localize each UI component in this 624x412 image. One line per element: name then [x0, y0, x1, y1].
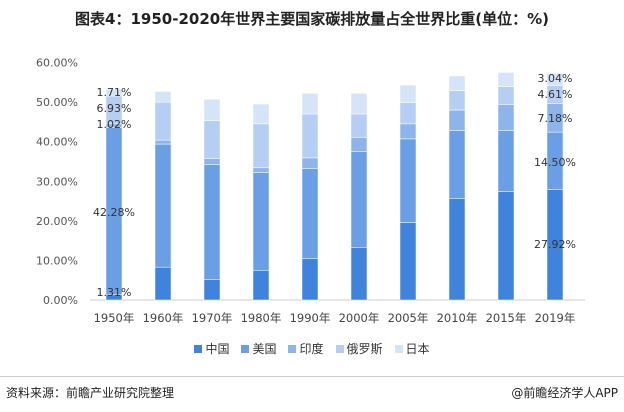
bar-俄罗斯 — [399, 102, 417, 125]
bar-美国 — [154, 143, 172, 268]
y-tick-label: 20.00% — [36, 215, 78, 228]
plot-area: 0.00% 10.00% 20.00% 30.00% 40.00% 50.00% 60.00… — [36, 57, 585, 325]
bar-印度 — [350, 137, 368, 152]
data-label: 1.31% — [97, 286, 132, 299]
data-label: 42.28% — [93, 206, 135, 219]
legend-item: 美国 — [241, 340, 276, 357]
bar-美国 — [252, 172, 270, 271]
data-label: 3.04% — [538, 72, 573, 85]
bar-中国 — [203, 279, 221, 301]
legend-label: 日本 — [405, 342, 430, 356]
bar-日本 — [546, 73, 564, 86]
y-tick-label: 40.00% — [36, 136, 78, 149]
legend-swatch — [394, 345, 403, 353]
bar-日本 — [154, 91, 172, 103]
bar-日本 — [301, 93, 319, 115]
bar-印度 — [497, 104, 515, 131]
legend-item: 印度 — [288, 340, 324, 357]
bar-中国 — [252, 270, 270, 301]
legend-swatch — [241, 345, 250, 353]
bar-印度 — [399, 123, 417, 140]
legend: 中国 美国 印度 俄罗斯 日本 — [0, 340, 624, 357]
legend-item: 中国 — [194, 340, 229, 357]
bar-日本 — [350, 93, 368, 115]
bar-日本 — [448, 75, 466, 91]
legend-swatch — [288, 345, 297, 353]
bar-印度 — [154, 139, 172, 145]
x-tick-label: 2015年 — [486, 311, 527, 325]
bar-美国 — [448, 130, 466, 199]
bar-俄罗斯 — [154, 101, 172, 141]
data-label: 1.02% — [97, 118, 132, 131]
bar-俄罗斯 — [497, 86, 515, 105]
bar-俄罗斯 — [203, 120, 221, 159]
legend-swatch — [335, 345, 344, 353]
x-tick-label: 1970年 — [192, 311, 233, 325]
legend-swatch — [194, 345, 203, 353]
x-tick-label: 2000年 — [339, 311, 380, 325]
y-tick-label: 10.00% — [36, 254, 78, 267]
chart-title: 图表4：1950-2020年世界主要国家碳排放量占全世界比重(单位：%) — [75, 10, 549, 28]
bar-中国 — [399, 222, 417, 301]
x-tick-label: 1950年 — [94, 311, 135, 325]
bar-印度 — [203, 158, 221, 165]
bar-日本 — [399, 84, 417, 103]
brand-label: @前瞻经济学人APP — [511, 386, 618, 400]
data-label: 1.71% — [97, 86, 132, 99]
source-note: 资料来源：前瞻产业研究院整理 — [6, 386, 175, 400]
footer-divider — [0, 376, 624, 377]
x-tick-label: 1990年 — [290, 311, 331, 325]
bar-美国 — [497, 130, 515, 192]
bar-中国 — [350, 247, 368, 301]
legend-label: 印度 — [299, 342, 324, 356]
data-label: 14.50% — [534, 156, 576, 169]
bar-中国 — [301, 258, 319, 301]
bar-日本 — [203, 99, 221, 121]
bar-俄罗斯 — [448, 90, 466, 111]
x-tick-label: 2005年 — [388, 311, 429, 325]
bar-日本 — [252, 103, 270, 125]
bar-日本 — [105, 88, 123, 97]
bar-中国 — [448, 198, 466, 301]
bar-中国 — [497, 191, 515, 301]
bar-印度 — [448, 109, 466, 131]
bar-美国 — [399, 138, 417, 223]
x-tick-label: 1960年 — [143, 311, 184, 325]
bar-印度 — [301, 157, 319, 169]
data-label: 27.92% — [534, 238, 576, 251]
y-tick-label: 50.00% — [36, 96, 78, 109]
y-tick-label: 60.00% — [36, 57, 78, 70]
data-label: 7.18% — [538, 112, 573, 125]
y-tick-label: 30.00% — [36, 175, 78, 188]
bar-美国 — [301, 168, 319, 259]
bar-印度 — [252, 167, 270, 173]
bar-俄罗斯 — [301, 113, 319, 159]
bar-俄罗斯 — [252, 123, 270, 169]
data-label: 6.93% — [97, 102, 132, 115]
bar-俄罗斯 — [350, 113, 368, 138]
legend-item: 日本 — [394, 340, 430, 357]
y-tick-label: 0.00% — [43, 294, 78, 307]
bar-中国 — [154, 266, 172, 301]
legend-item: 俄罗斯 — [335, 340, 383, 357]
legend-label: 俄罗斯 — [346, 342, 383, 356]
x-tick-label: 1980年 — [241, 311, 282, 325]
bar-美国 — [350, 151, 368, 248]
bar-美国 — [203, 164, 221, 280]
x-tick-label: 2010年 — [437, 311, 478, 325]
legend-label: 中国 — [205, 342, 230, 356]
x-tick-label: 2019年 — [535, 311, 576, 325]
data-label: 4.61% — [538, 88, 573, 101]
bar-日本 — [497, 72, 515, 87]
legend-label: 美国 — [252, 342, 277, 356]
